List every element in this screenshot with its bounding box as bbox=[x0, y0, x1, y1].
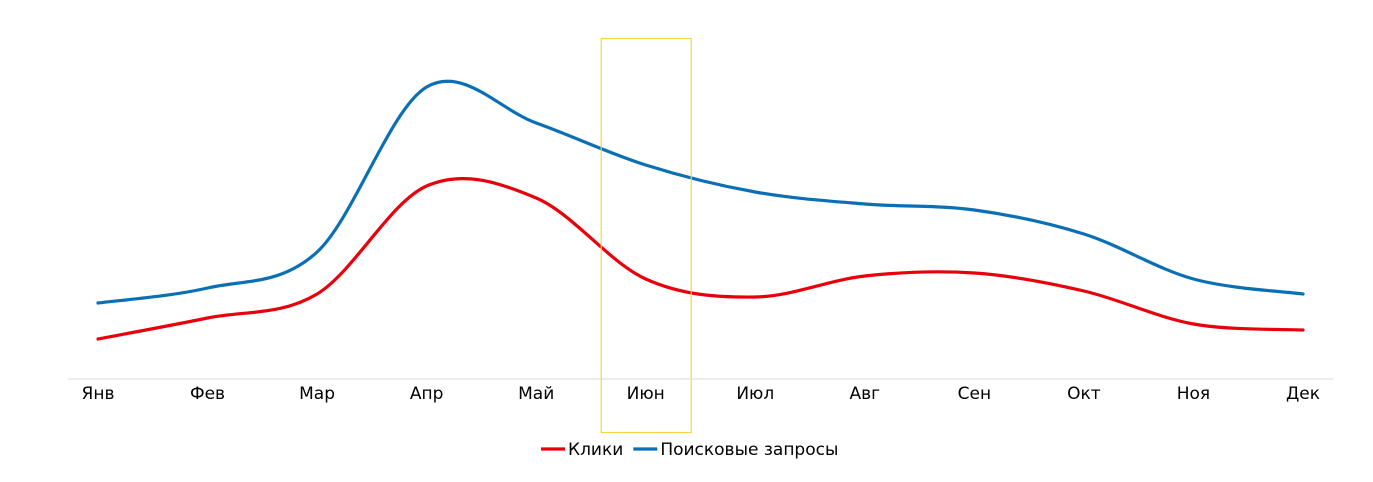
x-tick-label: Мар bbox=[299, 384, 335, 404]
x-tick-label: Янв bbox=[82, 384, 115, 404]
highlight-box bbox=[600, 37, 692, 434]
x-tick-label: Июн bbox=[627, 384, 665, 404]
x-tick-label: Авг bbox=[850, 384, 881, 404]
x-tick-label: Июл bbox=[736, 384, 774, 404]
x-tick-label: Май bbox=[518, 384, 554, 404]
legend-label-1: Клики bbox=[568, 440, 623, 460]
legend-label-2: Поисковые запросы bbox=[660, 440, 838, 460]
x-axis: Янв Фев Мар Апр Май Июн Июл Авг Сен Окт Ноя Дек bbox=[68, 378, 1333, 404]
x-tick-label: Ноя bbox=[1177, 384, 1210, 404]
x-tick-label: Окт bbox=[1067, 384, 1101, 404]
series-line-2 bbox=[96, 79, 1305, 305]
x-tick-label: Апр bbox=[410, 384, 444, 404]
x-tick-label: Сен bbox=[958, 384, 991, 404]
x-tick-label: Дек bbox=[1286, 384, 1320, 404]
plot-area bbox=[96, 37, 1305, 434]
legend: Клики Поисковые запросы bbox=[541, 440, 838, 460]
series-line-1 bbox=[96, 177, 1305, 341]
x-tick-label: Фев bbox=[190, 384, 225, 404]
